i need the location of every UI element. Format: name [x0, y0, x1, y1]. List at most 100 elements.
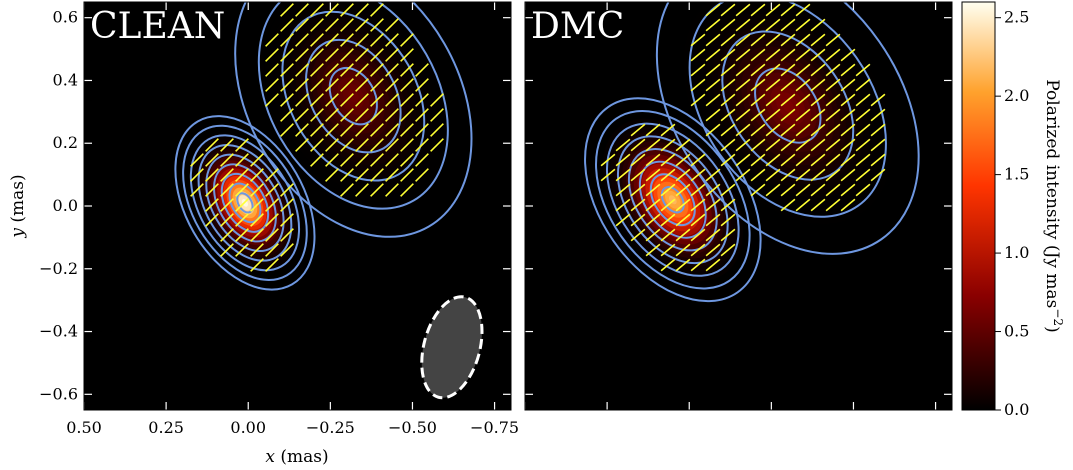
- evpa-vector: [690, 63, 706, 77]
- evpa-vector: [660, 213, 676, 227]
- evpa-vector: [690, 183, 706, 197]
- evpa-vector: [370, 3, 384, 17]
- evpa-vector: [690, 93, 706, 107]
- evpa-vector: [720, 123, 736, 137]
- evpa-vector: [370, 93, 384, 107]
- x-tick-label: −0.25: [306, 418, 355, 437]
- evpa-vector: [340, 93, 354, 107]
- evpa-vector: [795, 168, 811, 182]
- evpa-vector: [250, 228, 264, 242]
- evpa-vector: [855, 183, 871, 197]
- evpa-vector: [780, 63, 796, 77]
- evpa-vector: [735, 48, 751, 62]
- evpa-vector: [295, 63, 309, 77]
- evpa-vector: [690, 258, 706, 272]
- evpa-vector: [615, 168, 631, 182]
- evpa-vector: [220, 153, 234, 167]
- evpa-vector: [295, 33, 309, 47]
- evpa-vector: [250, 198, 264, 212]
- evpa-vector: [400, 48, 414, 62]
- contour-line: [236, 192, 254, 214]
- evpa-vector: [810, 123, 826, 137]
- evpa-vector: [265, 168, 279, 182]
- evpa-vector: [780, 33, 796, 47]
- evpa-vector: [385, 33, 399, 47]
- evpa-vector: [810, 18, 826, 32]
- evpa-vector: [235, 198, 249, 212]
- y-tick-label: −0.2: [39, 259, 78, 278]
- evpa-vector: [660, 198, 676, 212]
- evpa-vector: [645, 213, 661, 227]
- evpa-vector: [675, 183, 691, 197]
- evpa-vector: [325, 168, 339, 182]
- evpa-vector: [825, 183, 841, 197]
- evpa-vector: [235, 213, 249, 227]
- evpa-vector: [795, 78, 811, 92]
- evpa-vector: [660, 258, 676, 272]
- evpa-vector: [265, 213, 279, 227]
- evpa-vector: [265, 63, 279, 77]
- evpa-vector: [630, 168, 646, 182]
- evpa-vector: [855, 138, 871, 152]
- y-tick-label: 0.2: [53, 133, 78, 152]
- evpa-vector: [400, 78, 414, 92]
- evpa-vector: [705, 108, 721, 122]
- evpa-vector: [295, 18, 309, 32]
- evpa-vector: [355, 63, 369, 77]
- evpa-vector: [765, 93, 781, 107]
- evpa-vector: [630, 213, 646, 227]
- evpa-vector: [690, 213, 706, 227]
- evpa-vector: [660, 228, 676, 242]
- colorbar-gradient: [961, 1, 996, 411]
- evpa-vector: [355, 18, 369, 32]
- evpa-vector: [295, 78, 309, 92]
- evpa-vector: [675, 213, 691, 227]
- evpa-vector: [265, 243, 279, 257]
- panel-dmc-frame: [524, 1, 953, 411]
- evpa-vector: [400, 168, 414, 182]
- evpa-vector: [370, 153, 384, 167]
- evpa-vector: [750, 138, 766, 152]
- evpa-vector: [705, 183, 721, 197]
- evpa-vector: [340, 3, 354, 17]
- evpa-vector: [780, 123, 796, 137]
- evpa-vector: [280, 213, 294, 227]
- evpa-vector: [280, 63, 294, 77]
- evpa-vector: [385, 183, 399, 197]
- evpa-vector: [615, 198, 631, 212]
- evpa-vector: [325, 3, 339, 17]
- evpa-vector: [265, 258, 279, 272]
- evpa-vector: [370, 183, 384, 197]
- evpa-vector: [825, 33, 841, 47]
- evpa-vector: [750, 48, 766, 62]
- colorbar-tick-label: 1.5: [1004, 165, 1029, 184]
- evpa-vector: [355, 138, 369, 152]
- evpa-vector: [370, 63, 384, 77]
- evpa-vector: [355, 123, 369, 137]
- evpa-vector: [705, 33, 721, 47]
- evpa-vector: [280, 78, 294, 92]
- evpa-vector: [825, 93, 841, 107]
- evpa-vector: [840, 123, 856, 137]
- evpa-vector: [615, 153, 631, 167]
- evpa-vector: [190, 153, 204, 167]
- evpa-vector: [765, 168, 781, 182]
- evpa-vector: [430, 123, 444, 137]
- panel-clean-frame: [83, 1, 512, 411]
- evpa-vector: [645, 198, 661, 212]
- evpa-vector: [855, 63, 871, 77]
- y-tick-label: 0.6: [53, 8, 78, 27]
- colorbar-tick-label: 0.0: [1004, 400, 1029, 419]
- heat-level: [348, 89, 359, 103]
- y-tick-labels: 0.6 0.4 0.2 0.0 −0.2 −0.4 −0.6: [39, 8, 78, 404]
- evpa-vector: [795, 108, 811, 122]
- evpa-vector: [810, 183, 826, 197]
- evpa-vector: [825, 108, 841, 122]
- evpa-vector: [430, 138, 444, 152]
- evpa-vector: [295, 123, 309, 137]
- evpa-vector: [400, 183, 414, 197]
- dmc-heatmap: [602, 2, 893, 281]
- evpa-vector: [780, 183, 796, 197]
- evpa-vector: [735, 33, 751, 47]
